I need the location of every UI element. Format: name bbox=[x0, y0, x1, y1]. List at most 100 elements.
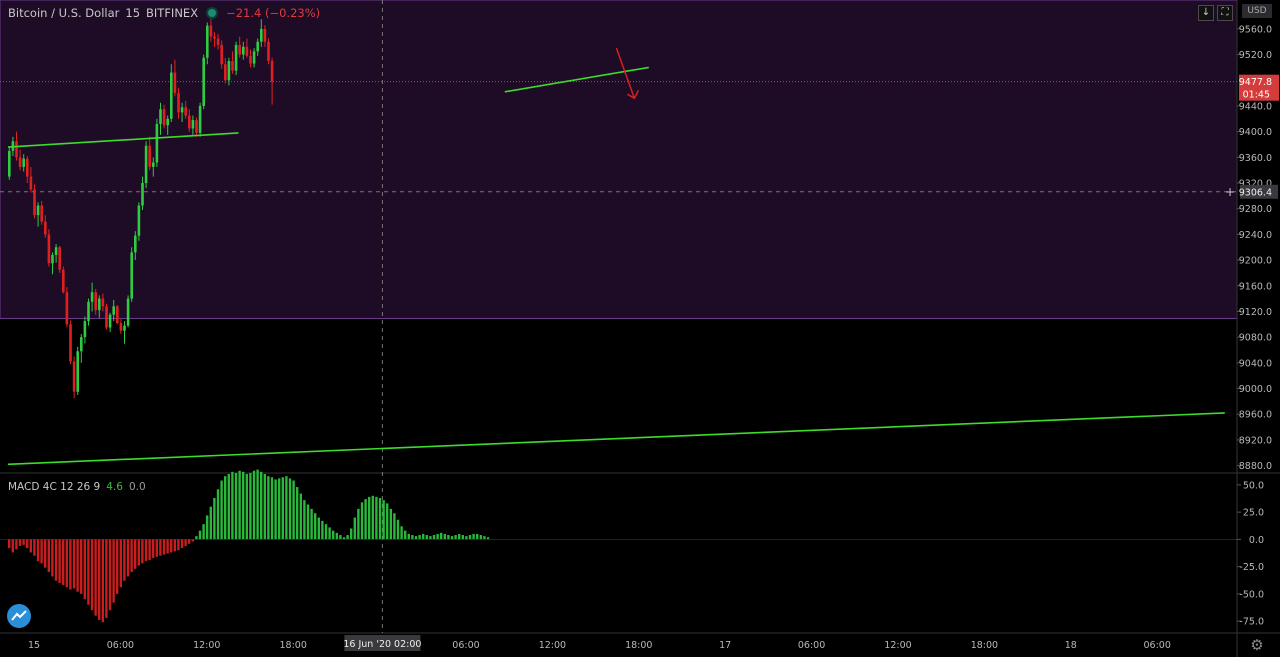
add-alert-icon[interactable]: + bbox=[1225, 185, 1235, 199]
candle-body[interactable] bbox=[238, 44, 241, 55]
candle-body[interactable] bbox=[101, 298, 105, 307]
candle-body[interactable] bbox=[177, 93, 180, 113]
candle-body[interactable] bbox=[116, 306, 119, 324]
macd-value-1: 4.6 bbox=[106, 481, 123, 493]
candle-body[interactable] bbox=[51, 254, 54, 264]
candle-body[interactable] bbox=[137, 205, 141, 236]
candle-body[interactable] bbox=[40, 205, 43, 222]
candle-body[interactable] bbox=[267, 41, 270, 62]
candle-body[interactable] bbox=[29, 176, 33, 190]
candle-body[interactable] bbox=[166, 118, 169, 126]
candle-body[interactable] bbox=[108, 314, 112, 328]
trendline[interactable] bbox=[7, 132, 239, 148]
candle-body[interactable] bbox=[112, 306, 115, 315]
candle-body[interactable] bbox=[263, 28, 267, 42]
interval-label[interactable]: 15 bbox=[125, 6, 141, 20]
candle-body[interactable] bbox=[47, 234, 51, 264]
candle-body[interactable] bbox=[224, 64, 227, 81]
candle-body[interactable] bbox=[216, 38, 220, 45]
candle-body[interactable] bbox=[227, 61, 231, 81]
candle-body[interactable] bbox=[65, 292, 69, 325]
currency-badge[interactable]: USD bbox=[1242, 4, 1272, 18]
arrow-down-icon[interactable]: ↓ bbox=[1198, 5, 1214, 21]
candle-body[interactable] bbox=[69, 324, 72, 362]
candle-body[interactable] bbox=[213, 36, 216, 39]
tradingview-logo-icon[interactable] bbox=[7, 604, 31, 628]
candle-body[interactable] bbox=[198, 105, 202, 133]
candle-body[interactable] bbox=[270, 61, 274, 82]
macd-title[interactable]: MACD 4C 12 26 9 bbox=[8, 481, 101, 493]
trendline[interactable] bbox=[7, 412, 1225, 466]
candle-body[interactable] bbox=[62, 269, 65, 293]
candle-body[interactable] bbox=[260, 28, 263, 42]
candle-body[interactable] bbox=[105, 306, 108, 328]
macd-bar bbox=[22, 539, 25, 545]
macd-bar bbox=[299, 493, 302, 540]
candle-body[interactable] bbox=[134, 235, 137, 253]
candle-body[interactable] bbox=[144, 145, 148, 184]
candle-body[interactable] bbox=[123, 325, 126, 331]
candle-body[interactable] bbox=[155, 123, 159, 163]
candle-body[interactable] bbox=[184, 107, 187, 116]
candle-body[interactable] bbox=[83, 321, 87, 338]
current-price-badge[interactable] bbox=[1239, 74, 1279, 101]
candle-body[interactable] bbox=[202, 57, 205, 106]
candle-body[interactable] bbox=[26, 158, 29, 177]
candle-body[interactable] bbox=[44, 221, 47, 235]
macd-bar bbox=[342, 537, 346, 540]
fullscreen-icon[interactable]: ⛶ bbox=[1217, 5, 1233, 21]
candle-body[interactable] bbox=[98, 298, 101, 311]
candle-body[interactable] bbox=[188, 115, 191, 129]
candle-body[interactable] bbox=[231, 61, 234, 71]
candle-body[interactable] bbox=[94, 292, 97, 311]
candle-body[interactable] bbox=[252, 51, 256, 64]
candle-body[interactable] bbox=[36, 205, 40, 216]
candle-body[interactable] bbox=[87, 301, 90, 322]
candle-body[interactable] bbox=[162, 109, 166, 126]
macd-bar bbox=[220, 480, 223, 540]
candle-body[interactable] bbox=[33, 189, 36, 216]
candle-body[interactable] bbox=[8, 150, 11, 177]
candle-body[interactable] bbox=[119, 323, 123, 331]
candle-body[interactable] bbox=[80, 337, 83, 352]
macd-bar bbox=[108, 539, 112, 611]
candle-body[interactable] bbox=[159, 109, 162, 124]
macd-bar bbox=[191, 539, 194, 542]
macd-bar bbox=[44, 539, 47, 568]
candle-body[interactable] bbox=[90, 292, 94, 302]
candle-body[interactable] bbox=[170, 72, 173, 119]
symbol-name[interactable]: Bitcoin / U.S. Dollar bbox=[8, 6, 120, 20]
candle-body[interactable] bbox=[22, 158, 25, 167]
candle-body[interactable] bbox=[249, 55, 252, 64]
candle-body[interactable] bbox=[76, 351, 79, 392]
arrow-annotation[interactable] bbox=[615, 47, 636, 99]
candle-body[interactable] bbox=[206, 25, 209, 58]
candle-body[interactable] bbox=[242, 46, 245, 55]
gear-icon[interactable]: ⚙ bbox=[1250, 636, 1264, 654]
candle-body[interactable] bbox=[220, 44, 223, 65]
candle-body[interactable] bbox=[195, 120, 198, 133]
candle-body[interactable] bbox=[148, 145, 151, 167]
candle-body[interactable] bbox=[234, 44, 238, 71]
candle-body[interactable] bbox=[180, 107, 184, 113]
candle-body[interactable] bbox=[256, 41, 259, 52]
macd-bar bbox=[227, 474, 230, 540]
candle-body[interactable] bbox=[141, 183, 144, 206]
candle-body[interactable] bbox=[72, 361, 76, 392]
macd-bar bbox=[483, 536, 486, 540]
candle-body[interactable] bbox=[191, 120, 195, 129]
candle-body[interactable] bbox=[130, 252, 133, 299]
candle-body[interactable] bbox=[15, 141, 18, 158]
candle-body[interactable] bbox=[152, 162, 155, 167]
candle-body[interactable] bbox=[54, 247, 58, 255]
candle-body[interactable] bbox=[173, 72, 177, 94]
zone-rectangle[interactable] bbox=[0, 0, 1238, 320]
macd-bar bbox=[116, 539, 119, 594]
candle-body[interactable] bbox=[209, 25, 213, 37]
candle-body[interactable] bbox=[18, 157, 22, 167]
candle-body[interactable] bbox=[58, 247, 61, 270]
crosshair-time-badge bbox=[344, 635, 421, 651]
candle-body[interactable] bbox=[245, 46, 249, 56]
candle-body[interactable] bbox=[126, 298, 130, 326]
